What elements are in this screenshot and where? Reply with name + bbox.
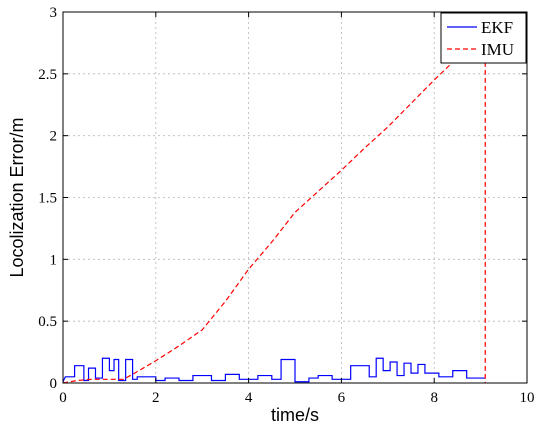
legend-items: EKF IMU (447, 18, 514, 59)
y-tick-label: 3 (50, 5, 58, 21)
legend-label-ekf: EKF (481, 18, 513, 37)
x-axis-label: time/s (271, 405, 319, 425)
grid (63, 12, 527, 383)
x-tick-label: 10 (520, 390, 535, 406)
x-tick-label: 0 (59, 390, 67, 406)
x-tick-label: 8 (430, 390, 438, 406)
legend-label-imu: IMU (481, 40, 514, 59)
legend: EKF IMU (440, 12, 527, 64)
y-tick-label: 0 (50, 376, 58, 392)
ticks: 0 2 4 6 8 10 0 0.5 1 1.5 2 2.5 3 (38, 5, 534, 406)
x-tick-label: 2 (152, 390, 160, 406)
series-line-imu (62, 33, 486, 384)
y-tick-label: 0.5 (38, 314, 57, 330)
y-tick-label: 1 (50, 252, 58, 268)
series-layer (62, 33, 486, 384)
legend-box (440, 12, 527, 64)
y-axis-label: Locolization Error/m (7, 117, 27, 277)
series-line-ekf (62, 357, 486, 383)
x-tick-label: 4 (245, 390, 253, 406)
y-tick-label: 1.5 (38, 191, 57, 207)
y-tick-label: 2 (50, 129, 58, 145)
y-tick-label: 2.5 (38, 67, 57, 83)
x-tick-label: 6 (338, 390, 346, 406)
